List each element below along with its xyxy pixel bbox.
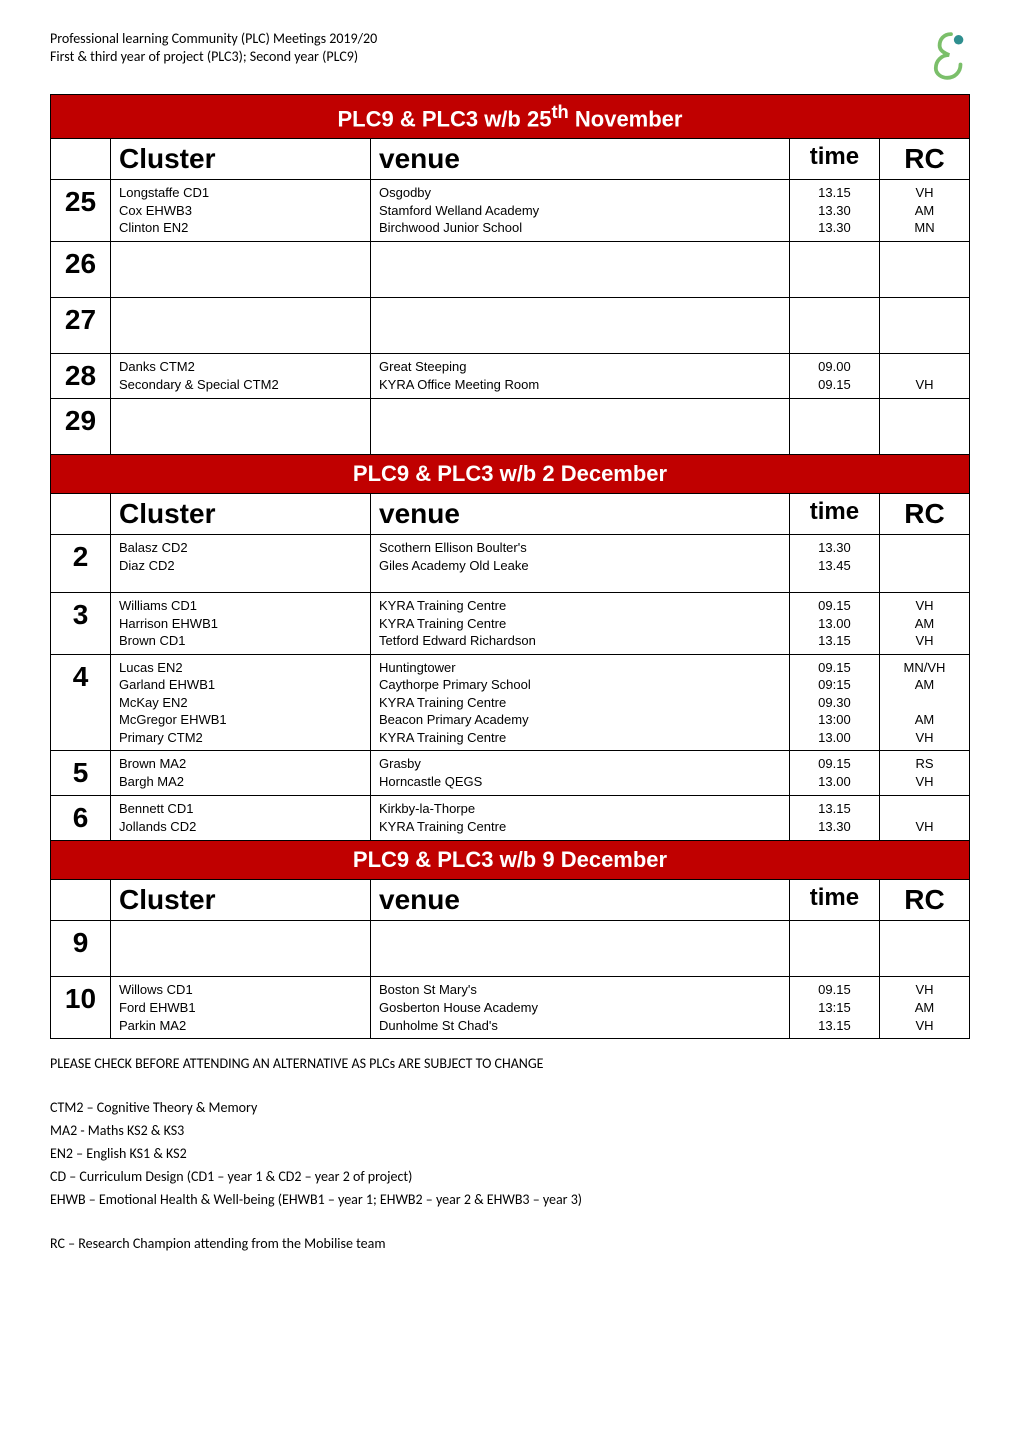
col-rc-header: RC	[879, 880, 969, 921]
cluster-cell: Balasz CD2Diaz CD2	[111, 534, 371, 592]
time-cell: 13.1513.3013.30	[789, 180, 879, 242]
time-cell	[789, 398, 879, 454]
day-number: 9	[51, 921, 111, 977]
day-number: 6	[51, 796, 111, 841]
cluster-cell: Danks CTM2Secondary & Special CTM2	[111, 353, 371, 398]
footer-rc-note: RC – Research Champion attending from th…	[50, 1233, 970, 1254]
venue-cell: HuntingtowerCaythorpe Primary SchoolKYRA…	[371, 654, 790, 751]
time-cell: 09.1509:1509.3013:0013.00	[789, 654, 879, 751]
rc-cell: VHAMVH	[879, 593, 969, 655]
cluster-cell: Bennett CD1Jollands CD2	[111, 796, 371, 841]
section-band: PLC9 & PLC3 w/b 25th November	[51, 95, 970, 139]
col-rc-header: RC	[879, 493, 969, 534]
time-cell: 09.1513:1513.15	[789, 977, 879, 1039]
rc-cell: MN/VHAMAMVH	[879, 654, 969, 751]
rc-cell	[879, 921, 969, 977]
day-number: 2	[51, 534, 111, 592]
rc-cell	[879, 241, 969, 297]
col-day-blank	[51, 139, 111, 180]
venue-cell	[371, 398, 790, 454]
day-number: 3	[51, 593, 111, 655]
venue-cell: GrasbyHorncastle QEGS	[371, 751, 790, 796]
header-line1: Professional learning Community (PLC) Me…	[50, 30, 377, 48]
footer: PLEASE CHECK BEFORE ATTENDING AN ALTERNA…	[50, 1053, 970, 1254]
col-cluster-header: Cluster	[111, 139, 371, 180]
time-cell: 09.1513.0013.15	[789, 593, 879, 655]
rc-cell: VH	[879, 796, 969, 841]
venue-cell	[371, 241, 790, 297]
section-band: PLC9 & PLC3 w/b 2 December	[51, 454, 970, 493]
cluster-cell: Willows CD1Ford EHWB1Parkin MA2	[111, 977, 371, 1039]
venue-cell: Great SteepingKYRA Office Meeting Room	[371, 353, 790, 398]
col-time-header: time	[789, 493, 879, 534]
venue-cell	[371, 921, 790, 977]
legend-line: CD – Curriculum Design (CD1 – year 1 & C…	[50, 1166, 970, 1187]
legend-line: EN2 – English KS1 & KS2	[50, 1143, 970, 1164]
venue-cell: Scothern Ellison Boulter'sGiles Academy …	[371, 534, 790, 592]
cluster-cell: Longstaffe CD1Cox EHWB3Clinton EN2	[111, 180, 371, 242]
cluster-cell	[111, 398, 371, 454]
col-cluster-header: Cluster	[111, 493, 371, 534]
time-cell: 09.0009.15	[789, 353, 879, 398]
header-line2: First & third year of project (PLC3); Se…	[50, 48, 377, 66]
col-time-header: time	[789, 139, 879, 180]
footer-note: PLEASE CHECK BEFORE ATTENDING AN ALTERNA…	[50, 1053, 970, 1074]
cluster-cell: Lucas EN2Garland EHWB1McKay EN2McGregor …	[111, 654, 371, 751]
time-cell: 09.1513.00	[789, 751, 879, 796]
header-text: Professional learning Community (PLC) Me…	[50, 30, 377, 66]
rc-cell: VHAMMN	[879, 180, 969, 242]
rc-cell	[879, 297, 969, 353]
rc-cell: VHAMVH	[879, 977, 969, 1039]
venue-cell: Boston St Mary'sGosberton House AcademyD…	[371, 977, 790, 1039]
col-day-blank	[51, 880, 111, 921]
schedule-table: PLC9 & PLC3 w/b 25th NovemberClustervenu…	[50, 94, 970, 1039]
day-number: 27	[51, 297, 111, 353]
cluster-cell: Williams CD1Harrison EHWB1Brown CD1	[111, 593, 371, 655]
day-number: 5	[51, 751, 111, 796]
page-header: Professional learning Community (PLC) Me…	[50, 30, 970, 80]
col-rc-header: RC	[879, 139, 969, 180]
rc-cell: VH	[879, 353, 969, 398]
cluster-cell	[111, 241, 371, 297]
col-cluster-header: Cluster	[111, 880, 371, 921]
time-cell: 13.3013.45	[789, 534, 879, 592]
venue-cell	[371, 297, 790, 353]
section-band: PLC9 & PLC3 w/b 9 December	[51, 841, 970, 880]
col-day-blank	[51, 493, 111, 534]
day-number: 4	[51, 654, 111, 751]
legend-line: MA2 - Maths KS2 & KS3	[50, 1120, 970, 1141]
venue-cell: Kirkby-la-ThorpeKYRA Training Centre	[371, 796, 790, 841]
day-number: 10	[51, 977, 111, 1039]
rc-cell: RSVH	[879, 751, 969, 796]
col-venue-header: venue	[371, 880, 790, 921]
cluster-cell	[111, 297, 371, 353]
time-cell	[789, 241, 879, 297]
time-cell	[789, 297, 879, 353]
day-number: 25	[51, 180, 111, 242]
time-cell	[789, 921, 879, 977]
col-venue-header: venue	[371, 139, 790, 180]
rc-cell	[879, 398, 969, 454]
cluster-cell	[111, 921, 371, 977]
legend-line: CTM2 – Cognitive Theory & Memory	[50, 1097, 970, 1118]
col-venue-header: venue	[371, 493, 790, 534]
footer-legend: CTM2 – Cognitive Theory & MemoryMA2 - Ma…	[50, 1097, 970, 1210]
day-number: 29	[51, 398, 111, 454]
day-number: 26	[51, 241, 111, 297]
venue-cell: KYRA Training CentreKYRA Training Centre…	[371, 593, 790, 655]
logo-icon	[932, 30, 970, 80]
rc-cell	[879, 534, 969, 592]
cluster-cell: Brown MA2Bargh MA2	[111, 751, 371, 796]
legend-line: EHWB – Emotional Health & Well-being (EH…	[50, 1189, 970, 1210]
time-cell: 13.1513.30	[789, 796, 879, 841]
day-number: 28	[51, 353, 111, 398]
venue-cell: OsgodbyStamford Welland AcademyBirchwood…	[371, 180, 790, 242]
col-time-header: time	[789, 880, 879, 921]
